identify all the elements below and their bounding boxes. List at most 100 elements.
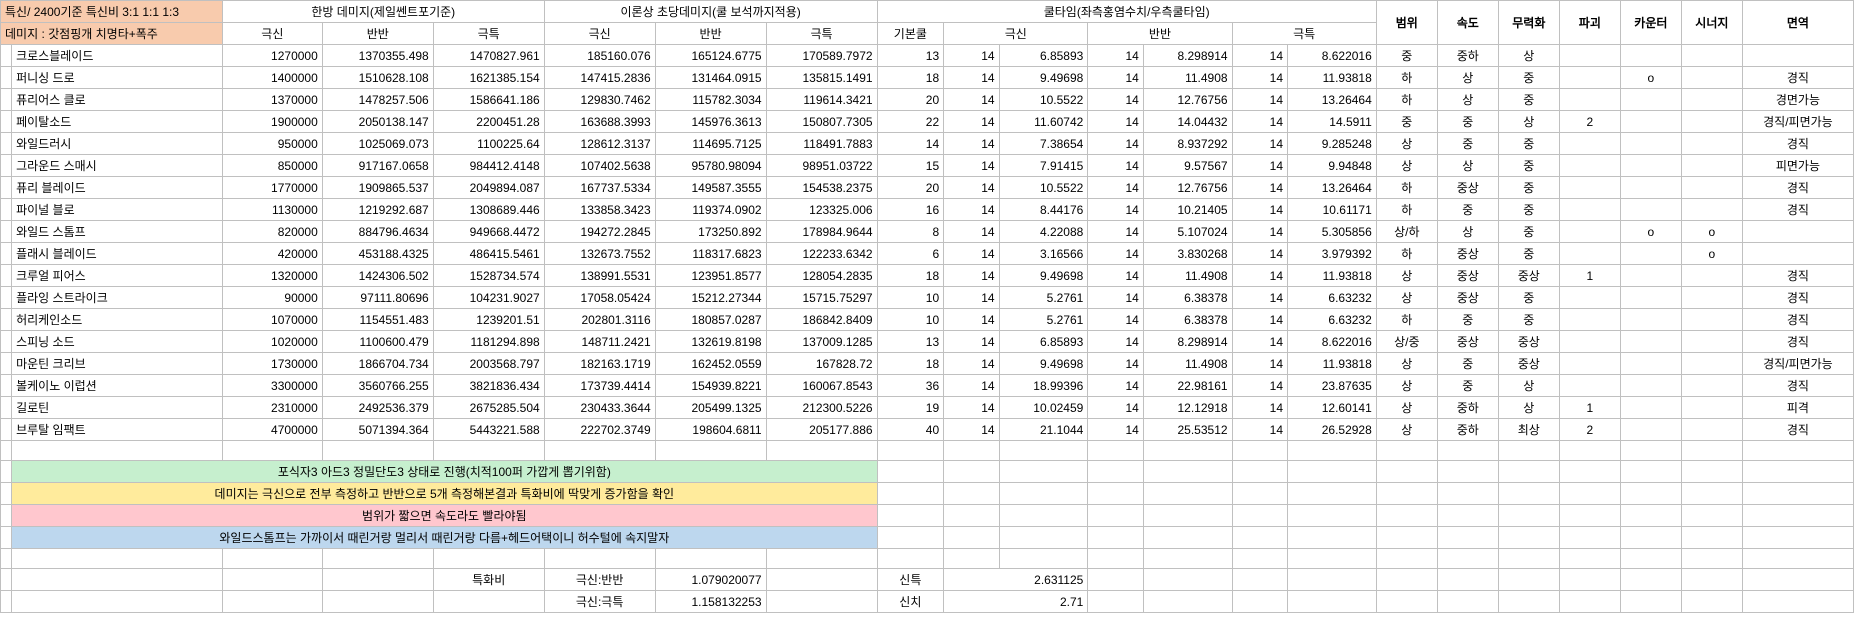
cell-num: 14 <box>1088 89 1143 111</box>
cell-num: 11.93818 <box>1288 353 1377 375</box>
cell-tag <box>1559 353 1620 375</box>
cell-num: 186842.8409 <box>766 309 877 331</box>
cell-num: 20 <box>877 89 944 111</box>
spacer-cell <box>1376 549 1437 569</box>
cell-tag <box>1559 221 1620 243</box>
cell-tag <box>1620 397 1681 419</box>
cell-tag: 상 <box>1376 375 1437 397</box>
cell-tag: 중상 <box>1498 265 1559 287</box>
empty-cell <box>944 483 999 505</box>
cell-num: 1528734.574 <box>433 265 544 287</box>
cell-num: 8.937292 <box>1143 133 1232 155</box>
cell-tag <box>1559 67 1620 89</box>
cell-num: 22.98161 <box>1143 375 1232 397</box>
empty-cell <box>1088 483 1143 505</box>
cell-num: 14 <box>1088 67 1143 89</box>
footer-value2: 2.71 <box>944 591 1088 613</box>
cell-num: 14 <box>1232 243 1287 265</box>
row-lead <box>1 483 12 505</box>
spacer-cell <box>1620 549 1681 569</box>
empty-cell <box>1088 527 1143 549</box>
cell-num: 98951.03722 <box>766 155 877 177</box>
cell-num: 10 <box>877 309 944 331</box>
cell-tag <box>1620 133 1681 155</box>
cell-num: 14 <box>1088 419 1143 441</box>
empty-cell <box>1288 527 1377 549</box>
cell-num: 10.5522 <box>999 89 1088 111</box>
cell-num: 173250.892 <box>655 221 766 243</box>
cell-num: 12.76756 <box>1143 177 1232 199</box>
table-row: 볼케이노 이럽션33000003560766.2553821836.434173… <box>1 375 1854 397</box>
cell-num: 1270000 <box>222 45 322 67</box>
cell-num: 9.94848 <box>1288 155 1377 177</box>
cell-tag <box>1681 309 1742 331</box>
cell-num: 90000 <box>222 287 322 309</box>
empty-cell <box>1620 569 1681 591</box>
empty-cell <box>1232 461 1287 483</box>
cell-tag: 상 <box>1376 265 1437 287</box>
cell-num: 107402.5638 <box>544 155 655 177</box>
cell-num: 132619.8198 <box>655 331 766 353</box>
cell-tag: 중상 <box>1498 331 1559 353</box>
cell-num: 984412.4148 <box>433 155 544 177</box>
cell-num: 884796.4634 <box>322 221 433 243</box>
cell-num: 8 <box>877 221 944 243</box>
empty-cell <box>12 591 223 613</box>
cell-tag: 경직 <box>1742 375 1853 397</box>
row-lead <box>1 243 12 265</box>
spacer-cell <box>944 441 999 461</box>
spacer-cell <box>322 549 433 569</box>
header-group-damage: 한방 데미지(제일쎈트포기준) <box>222 1 544 23</box>
cell-num: 1900000 <box>222 111 322 133</box>
cell-tag <box>1681 177 1742 199</box>
cell-num: 3.979392 <box>1288 243 1377 265</box>
table-row: 그라운드 스매시850000917167.0658984412.41481074… <box>1 155 1854 177</box>
empty-cell <box>1742 483 1853 505</box>
cell-tag <box>1742 243 1853 265</box>
footer-label: 특화비 <box>433 569 544 591</box>
cell-num: 5071394.364 <box>322 419 433 441</box>
cell-num: 7.38654 <box>999 133 1088 155</box>
row-lead <box>1 419 12 441</box>
cell-num: 15715.75297 <box>766 287 877 309</box>
header-tag-0: 범위 <box>1376 1 1437 45</box>
cell-num: 13.26464 <box>1288 89 1377 111</box>
cell-num: 104231.9027 <box>433 287 544 309</box>
spacer-cell <box>999 441 1088 461</box>
cell-num: 420000 <box>222 243 322 265</box>
empty-cell <box>1232 527 1287 549</box>
skill-name: 크로스블레이드 <box>12 45 223 67</box>
empty-cell <box>1559 591 1620 613</box>
spacer-cell <box>322 441 433 461</box>
table-row: 브루탈 임팩트47000005071394.3645443221.5882227… <box>1 419 1854 441</box>
table-row: 플래시 블레이드420000453188.4325486415.54611326… <box>1 243 1854 265</box>
cell-num: 14 <box>1232 265 1287 287</box>
row-lead <box>1 199 12 221</box>
cell-num: 6.63232 <box>1288 309 1377 331</box>
cell-num: 11.93818 <box>1288 67 1377 89</box>
header-topleft-2: 데미지 : 갓점핑개 치명타+폭주 <box>1 23 223 45</box>
cell-num: 14 <box>1232 155 1287 177</box>
header-topleft-1: 특신/ 2400기준 특신비 3:1 1:1 1:3 <box>1 1 223 23</box>
spacer-cell <box>1559 549 1620 569</box>
empty-cell <box>1681 569 1742 591</box>
cell-tag <box>1681 353 1742 375</box>
cell-num: 148711.2421 <box>544 331 655 353</box>
row-lead <box>1 133 12 155</box>
header-sub-ct2: 반반 <box>1088 23 1232 45</box>
cell-num: 12.76756 <box>1143 89 1232 111</box>
data-table: 특신/ 2400기준 특신비 3:1 1:1 1:3 한방 데미지(제일쎈트포기… <box>0 0 1854 613</box>
spacer-cell <box>1742 441 1853 461</box>
skill-name: 볼케이노 이럽션 <box>12 375 223 397</box>
cell-num: 14 <box>1232 419 1287 441</box>
cell-tag <box>1559 155 1620 177</box>
empty-cell <box>1620 461 1681 483</box>
spacer-cell <box>655 549 766 569</box>
cell-num: 114695.7125 <box>655 133 766 155</box>
cell-num: 9.49698 <box>999 353 1088 375</box>
cell-num: 5.305856 <box>1288 221 1377 243</box>
spacer-cell <box>877 441 944 461</box>
cell-num: 14 <box>1088 221 1143 243</box>
cell-tag <box>1559 199 1620 221</box>
empty-cell <box>1288 505 1377 527</box>
